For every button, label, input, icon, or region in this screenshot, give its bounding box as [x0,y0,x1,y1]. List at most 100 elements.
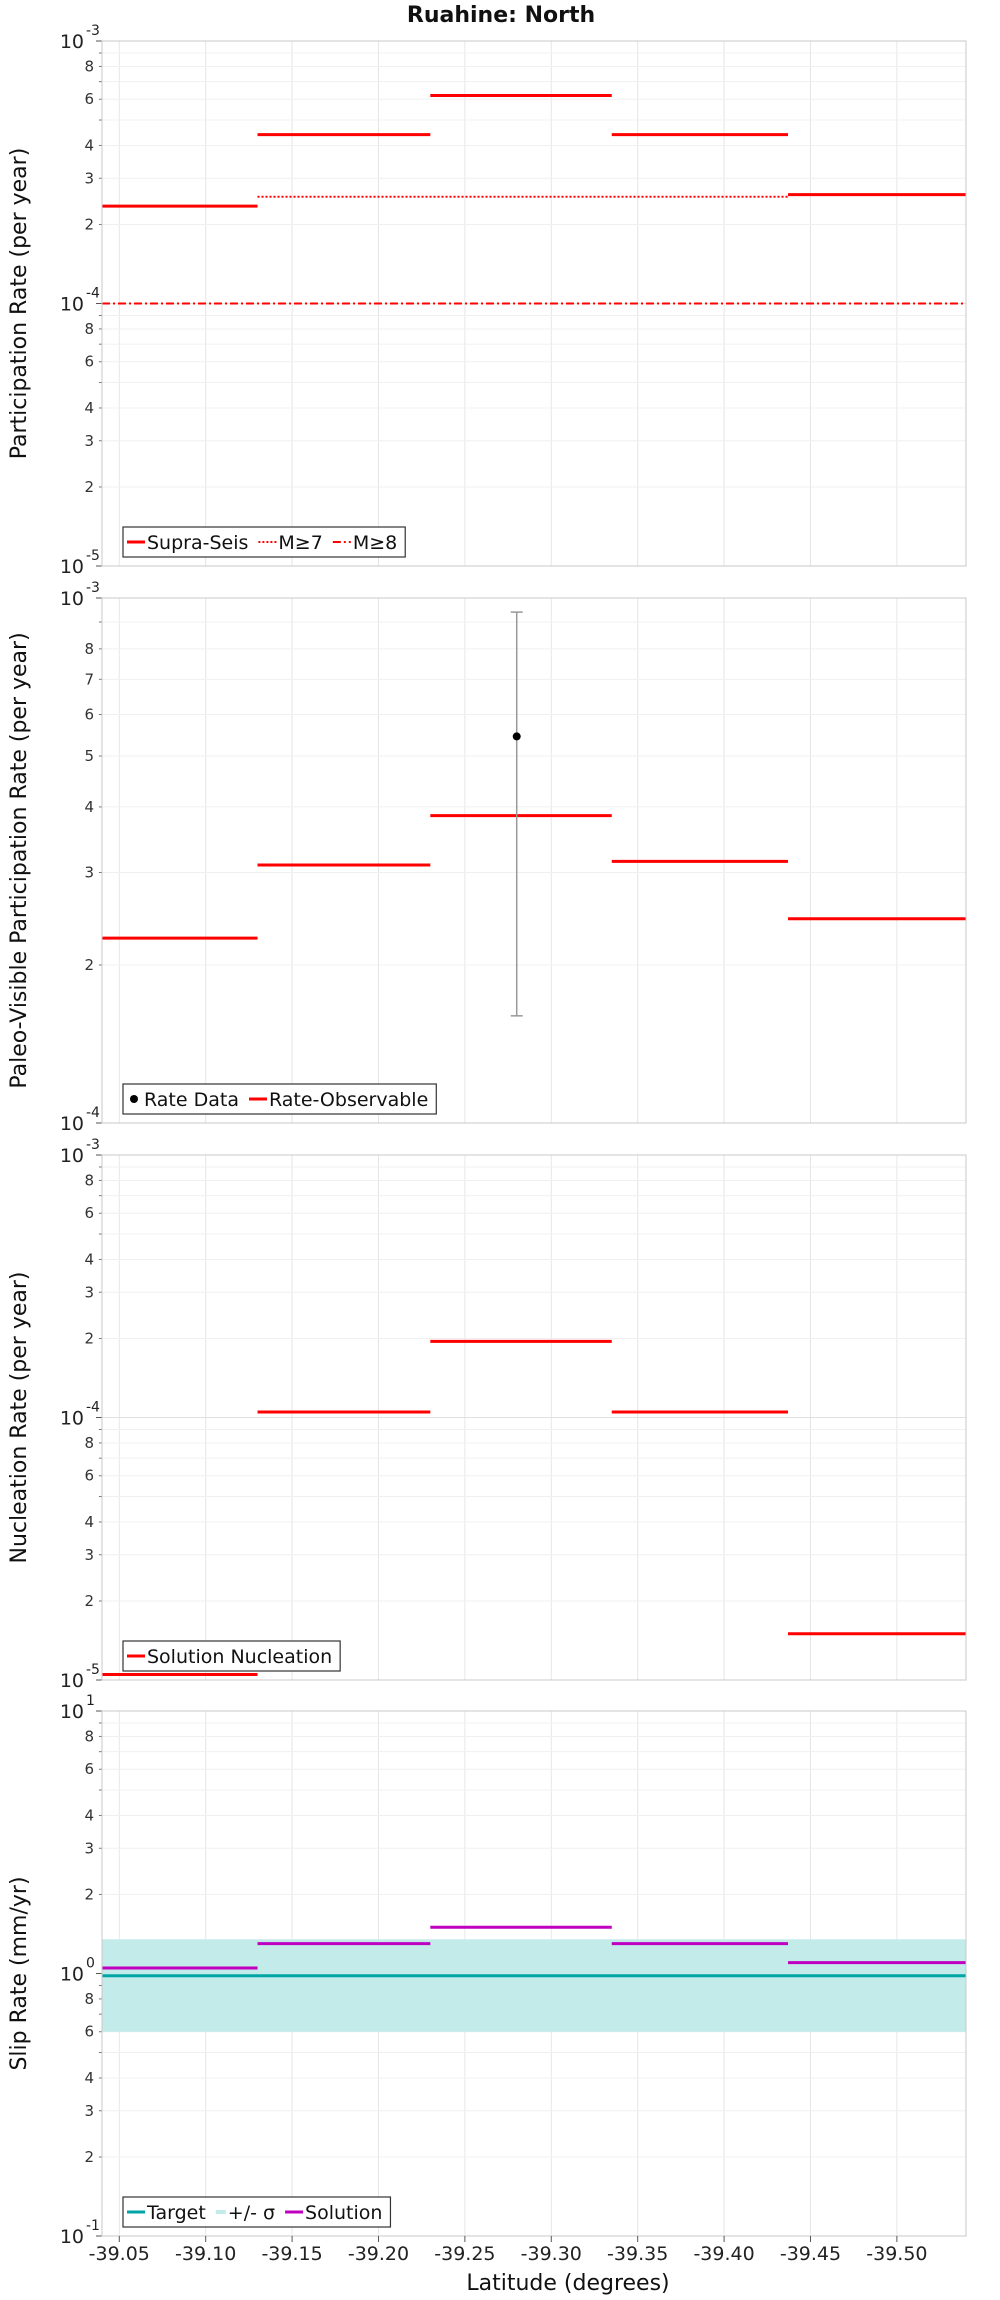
x-tick-label: -39.45 [780,2243,841,2265]
y-minor-tick-label: 2 [84,2148,94,2166]
legend-label: Target [146,2202,206,2224]
x-axis-label: Latitude (degrees) [466,2271,669,2296]
y-minor-tick-label: 2 [84,956,94,974]
legend: Supra-Seis M≥7 M≥8 [122,526,406,558]
y-minor-tick-label: 6 [84,353,94,371]
legend-label: M≥7 [278,532,322,554]
y-minor-tick-label: 2 [84,478,94,496]
y-minor-tick-label: 8 [84,1727,94,1745]
legend-box [122,2196,392,2228]
y-tick-exponent: 1 [86,1693,95,1709]
y-minor-tick-label: 3 [84,169,94,187]
y-minor-tick-label: 4 [84,1806,94,1824]
y-minor-tick-label: 6 [84,90,94,108]
x-tick-label: -39.35 [607,2243,668,2265]
y-minor-tick-label: 8 [84,1990,94,2008]
y-minor-tick-label: 2 [84,215,94,233]
y-minor-tick-label: 6 [84,2023,94,2041]
sigma-band [102,1939,966,2032]
plot-frame [101,1154,967,1681]
x-tick-label: -39.25 [434,2243,495,2265]
x-axis-ticks: -39.05 -39.10 -39.15 -39.20 -39.25 -39.30 -39.… [89,2236,928,2265]
y-tick-exponent: -4 [86,1105,100,1121]
data-point [512,732,521,741]
y-minor-tick-label: 8 [84,57,94,75]
y-tick-label: 10 [60,294,84,316]
y-tick-label: 10 [60,588,84,610]
legend-box [122,1083,437,1115]
y-tick-label: 10 [60,1670,84,1692]
legend-item: M≥8 [332,532,397,554]
x-tick-label: -39.10 [175,2243,236,2265]
y-minor-tick-label: 6 [84,705,94,723]
y-minor-tick-label: 3 [84,1546,94,1564]
y-minor-tick-label: 3 [84,2102,94,2120]
legend-label: Supra-Seis [147,532,248,554]
y-minor-tick-label: 4 [84,1250,94,1268]
x-tick-label: -39.40 [693,2243,754,2265]
series-supra-seis [102,93,966,208]
y-tick-label: 10 [60,1701,84,1723]
y-minor-tick-label: 4 [84,2069,94,2087]
y-minor-tick-label: 3 [84,1839,94,1857]
y-minor-tick-label: 3 [84,864,94,882]
y-tick-exponent: -3 [86,23,100,39]
y-tick-exponent: -4 [86,1400,100,1416]
y-minor-tick-label: 4 [84,399,94,417]
x-tick-label: -39.05 [89,2243,150,2265]
y-minor-tick-label: 4 [84,1513,94,1531]
y-minor-tick-label: 6 [84,1467,94,1485]
y-axis-label: Participation Rate (per year) [7,148,32,460]
legend-swatch [215,2210,226,2214]
plot-frame [101,1710,967,2237]
legend: Solution Nucleation [122,1640,341,1672]
legend-item: Solution [285,2202,382,2224]
y-minor-tick-label: 3 [84,432,94,450]
legend-label: M≥8 [353,532,397,554]
legend-swatch [130,1095,138,1103]
series-solution-nucleation [102,1339,966,1676]
y-tick-label: 10 [60,1964,84,1986]
y-axis-label: Paleo-Visible Participation Rate (per ye… [7,632,32,1088]
y-axis-label: Slip Rate (mm/yr) [7,1876,32,2070]
x-tick-label: -39.50 [866,2243,927,2265]
legend: Rate Data Rate-Observable [122,1083,437,1115]
y-tick-exponent: -5 [86,548,100,564]
y-tick-label: 10 [60,556,84,578]
legend-item: Supra-Seis [127,532,248,554]
series-solution [102,1925,966,1970]
legend-item: M≥7 [258,532,323,554]
y-minor-tick-label: 8 [84,640,94,658]
y-tick-label: 10 [60,2226,84,2248]
y-tick-exponent: -3 [86,1137,100,1153]
y-tick-label: 10 [60,31,84,53]
y-minor-tick-label: 8 [84,1171,94,1189]
y-tick-exponent: -4 [86,286,100,302]
y-minor-tick-label: 2 [84,1329,94,1347]
plot-frame [101,40,967,567]
legend-item: +/- σ [215,2202,275,2224]
y-minor-tick-label: 5 [84,747,94,765]
x-tick-label: -39.30 [521,2243,582,2265]
plot-area [102,598,966,1123]
legend-label: Solution [305,2202,382,2224]
x-tick-label: -39.15 [261,2243,322,2265]
y-minor-tick-label: 6 [84,1760,94,1778]
y-tick-exponent: -3 [86,580,100,596]
y-minor-tick-label: 6 [84,1204,94,1222]
y-tick-label: 10 [60,1408,84,1430]
legend-item: Rate Data [130,1089,239,1111]
y-tick-label: 10 [60,1113,84,1135]
y-minor-tick-label: 3 [84,1283,94,1301]
legend-label: Rate-Observable [269,1089,428,1111]
y-minor-tick-label: 4 [84,798,94,816]
legend-item: Target [127,2202,206,2224]
y-minor-tick-label: 4 [84,136,94,154]
series-rate-observable [102,814,966,940]
legend-item: Rate-Observable [248,1089,428,1111]
